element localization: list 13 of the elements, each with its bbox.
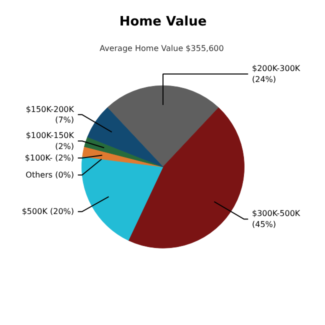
slice-label: $500K (20%) <box>22 207 74 216</box>
slice-label: $200K-300K <box>252 64 301 74</box>
chart-subtitle: Average Home Value $355,600 <box>100 44 224 53</box>
category-label: Others (0%) <box>26 170 74 180</box>
data-label: (45%) <box>252 220 276 229</box>
data-label: (7%) <box>55 116 74 125</box>
slice-label: $100K-150K <box>26 131 75 140</box>
data-label: (24%) <box>252 74 276 84</box>
chart-title: Home Value <box>119 14 207 30</box>
slice-label: $150K-200K <box>26 104 75 114</box>
slice-label: $100K- (2%) <box>24 154 74 163</box>
slice-label: $300K-500K <box>252 209 301 218</box>
data-label: (2%) <box>55 142 74 151</box>
